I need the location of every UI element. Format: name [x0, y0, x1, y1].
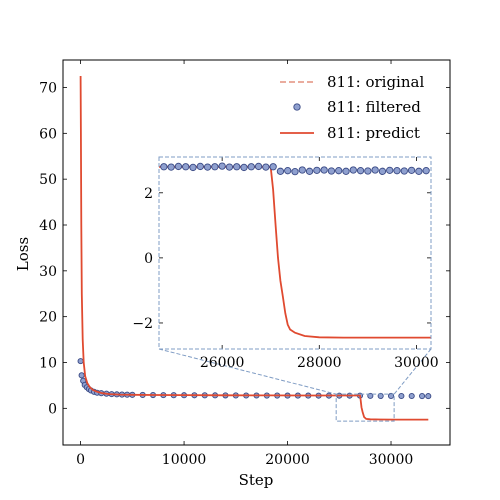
inset-filtered-point: [276, 167, 285, 175]
main-frame: [62, 59, 451, 446]
inset-series-group: [159, 162, 431, 339]
inset-predict-line: [159, 165, 431, 339]
zoom-region: [158, 348, 432, 422]
inset-x-tick-label: 30000: [394, 355, 439, 371]
inset-filtered-point: [371, 166, 379, 174]
filtered-point: [77, 358, 84, 365]
inset-filtered-point: [182, 163, 190, 171]
inset-filtered-point: [342, 167, 350, 175]
inset-x-tick-label: 26000: [200, 355, 245, 371]
y-tick-label: 70: [39, 81, 57, 97]
inset-filtered-point: [349, 166, 357, 174]
inset-filtered-point: [240, 163, 248, 172]
inset-filtered-point: [247, 163, 255, 171]
filtered-point: [387, 392, 395, 400]
legend-label: 811: predict: [327, 124, 420, 142]
legend: 811: original 811: filtered 811: predict: [280, 73, 424, 142]
filtered-point: [408, 392, 415, 400]
inset-filtered-point: [211, 163, 219, 171]
inset-filtered-point: [378, 167, 387, 175]
x-tick-label: 20000: [265, 452, 310, 468]
inset-plot-area: 26000 28000 30000 −2 0 2: [132, 156, 439, 371]
inset-frame: [158, 156, 432, 350]
y-tick-label: 30: [39, 264, 57, 280]
inset-filtered-point: [291, 167, 299, 176]
inset-filtered-point: [254, 162, 263, 171]
inset-filtered-point: [196, 162, 204, 171]
inset-filtered-point: [313, 166, 321, 174]
inset-filtered-point: [400, 167, 408, 175]
inset-y-tick-label: 0: [144, 251, 153, 267]
y-tick-label: 40: [39, 218, 57, 234]
main-series-group: [77, 75, 432, 421]
inset-filtered-point: [393, 167, 401, 175]
inset-filtered-point: [415, 167, 423, 175]
zoom-connector-right: [393, 348, 432, 395]
x-tick-label: 0: [76, 452, 85, 468]
inset-filtered-point: [305, 167, 314, 175]
legend-label: 811: filtered: [327, 98, 421, 116]
predict-line: [79, 75, 429, 421]
inset-filtered-point: [386, 166, 394, 174]
inset-filtered-point: [174, 162, 183, 171]
inset-x-tick-label: 28000: [297, 355, 342, 371]
inset-filtered-point: [269, 163, 277, 171]
inset-filtered-point: [356, 167, 365, 175]
inset-filtered-point: [298, 166, 306, 174]
inset-filtered-point: [225, 163, 234, 171]
filtered-point: [78, 372, 85, 379]
inset-y-tick-label: 2: [144, 186, 153, 202]
inset-filtered-point: [203, 163, 212, 171]
filtered-point: [419, 392, 426, 400]
filtered-point: [398, 392, 405, 400]
inset-filtered-point: [422, 167, 430, 175]
inset-filtered-point: [407, 166, 416, 174]
inset-filtered-point: [320, 166, 328, 174]
inset-filtered-point: [364, 167, 372, 175]
y-tick-label: 60: [39, 126, 57, 142]
filtered-point: [377, 392, 384, 400]
inset-filtered-point: [262, 163, 270, 171]
inset-filtered-point: [218, 162, 226, 170]
zoom-rectangle: [335, 393, 395, 422]
inset-filtered-point: [327, 167, 336, 175]
inset-y-tick-label: −2: [132, 316, 153, 332]
inset-filtered-point: [160, 163, 168, 171]
x-axis-label: Step: [239, 471, 274, 489]
inset-filtered-point: [233, 163, 241, 171]
y-axis-label: Loss: [14, 237, 32, 271]
y-tick-label: 10: [39, 356, 57, 372]
x-tick-label: 30000: [369, 452, 414, 468]
zoom-connector-left: [158, 348, 337, 395]
inset-background: [159, 157, 431, 349]
y-tick-label: 0: [48, 401, 57, 417]
inset-filtered-point: [284, 167, 292, 175]
legend-filtered-swatch: [293, 103, 301, 111]
inset-filtered-point: [335, 167, 343, 175]
legend-label: 811: original: [327, 73, 424, 91]
y-tick-label: 20: [39, 310, 57, 326]
inset-filtered-point: [167, 163, 175, 171]
inset-filtered-point: [189, 163, 197, 172]
filtered-point: [425, 393, 432, 400]
x-tick-label: 10000: [162, 452, 207, 468]
y-tick-label: 50: [39, 172, 57, 188]
